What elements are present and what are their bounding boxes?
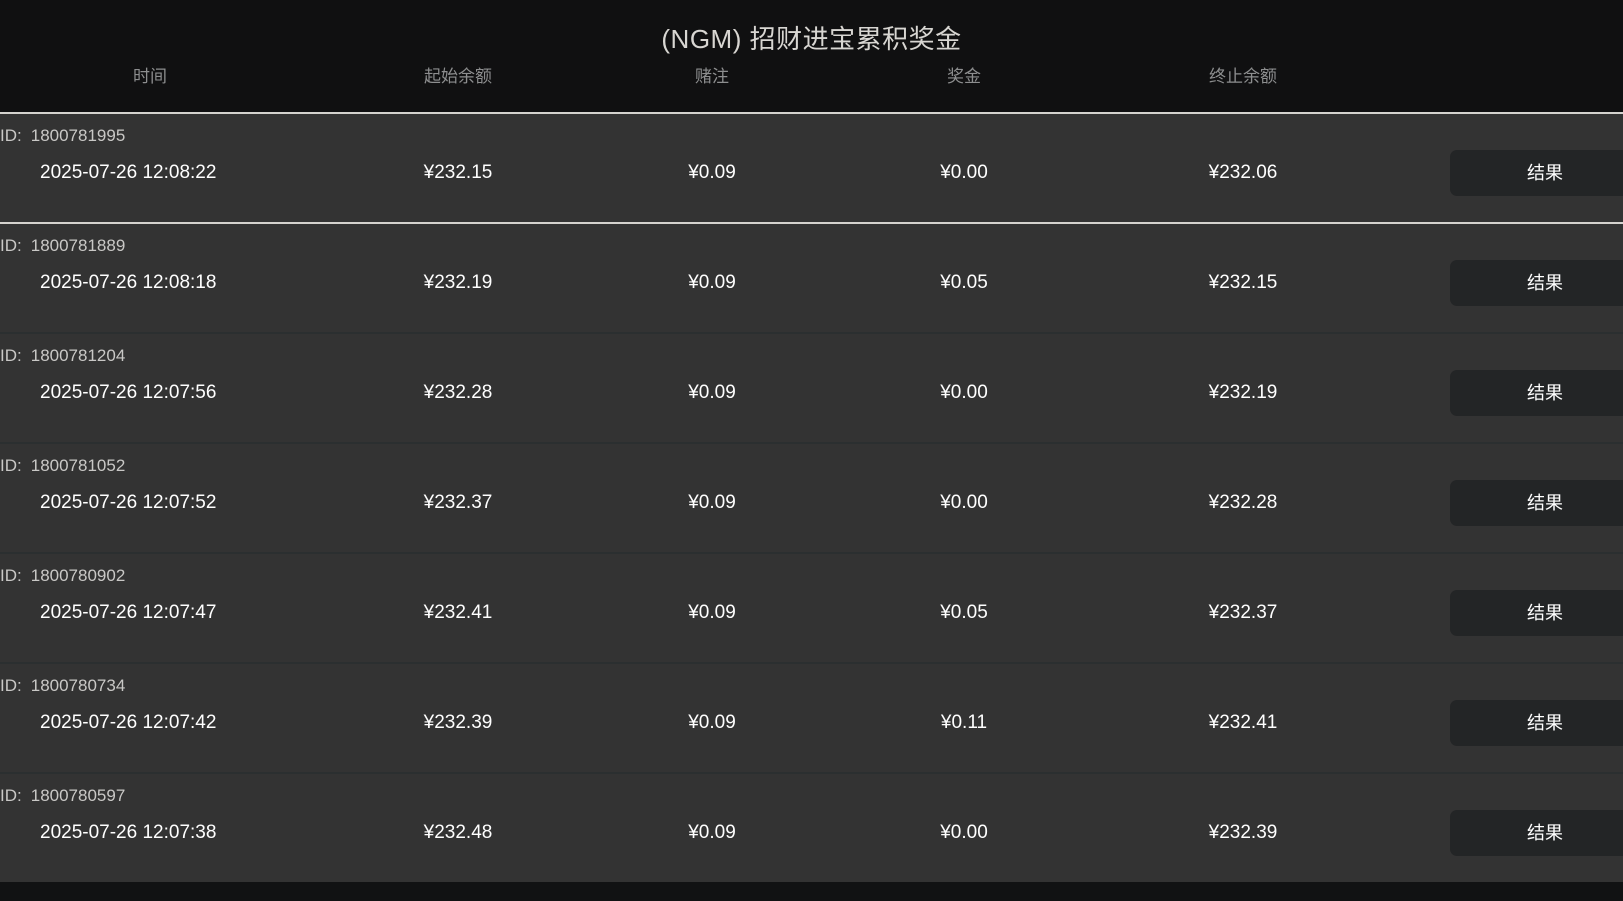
cell-bet: ¥0.09 — [688, 822, 736, 843]
cell-bet: ¥0.09 — [688, 382, 736, 403]
cell-bet: ¥0.09 — [688, 712, 736, 733]
row-id: ID: 1800780597 — [0, 786, 125, 806]
cell-prize: ¥0.11 — [940, 712, 988, 733]
column-header-start-balance: 起始余额 — [424, 67, 492, 86]
cell-start-balance: ¥232.39 — [423, 712, 493, 733]
column-header-bet: 赌注 — [695, 67, 729, 86]
cell-start-balance: ¥232.15 — [423, 162, 493, 183]
row-id: ID: 1800781052 — [0, 456, 125, 476]
row-id-value: 1800780734 — [30, 676, 126, 695]
row-id-value: 1800781889 — [30, 236, 126, 255]
row-id: ID: 1800781889 — [0, 236, 125, 256]
row-separator-strong — [0, 222, 1623, 224]
row-separator — [0, 662, 1623, 664]
cell-prize: ¥0.05 — [940, 602, 988, 623]
cell-prize: ¥0.00 — [940, 822, 988, 843]
result-button[interactable]: 结果 — [1450, 590, 1623, 636]
cell-end-balance: ¥232.39 — [1208, 822, 1278, 843]
row-id-label: ID: — [0, 236, 22, 255]
row-id-label: ID: — [0, 126, 22, 145]
table-row[interactable]: ID: 1800781052 2025-07-26 12:07:52 ¥232.37 ¥… — [0, 444, 1623, 552]
row-id-value: 1800781204 — [30, 346, 126, 365]
column-header-end-balance: 终止余额 — [1209, 67, 1277, 86]
cell-start-balance: ¥232.41 — [423, 602, 493, 623]
row-id-label: ID: — [0, 456, 22, 475]
row-id-value: 1800781052 — [30, 456, 126, 475]
cell-end-balance: ¥232.28 — [1208, 492, 1278, 513]
cell-end-balance: ¥232.37 — [1208, 602, 1278, 623]
cell-start-balance: ¥232.19 — [423, 272, 493, 293]
cell-bet: ¥0.09 — [688, 602, 736, 623]
table-row[interactable]: ID: 1800781995 2025-07-26 12:08:22 ¥232.15 ¥… — [0, 114, 1623, 222]
cell-start-balance: ¥232.48 — [423, 822, 493, 843]
cell-end-balance: ¥232.41 — [1208, 712, 1278, 733]
cell-start-balance: ¥232.37 — [423, 492, 493, 513]
page-header: (NGM) 招财进宝累积奖金 时间 起始余额 赌注 奖金 终止余额 — [0, 0, 1623, 112]
cell-prize: ¥0.05 — [940, 272, 988, 293]
table-row[interactable]: ID: 1800780597 2025-07-26 12:07:38 ¥232.48 ¥… — [0, 774, 1623, 882]
column-header-prize: 奖金 — [947, 67, 981, 86]
table-row[interactable]: ID: 1800780902 2025-07-26 12:07:47 ¥232.41 ¥… — [0, 554, 1623, 662]
row-id-label: ID: — [0, 676, 22, 695]
cell-time: 2025-07-26 12:07:52 — [40, 492, 217, 513]
cell-end-balance: ¥232.06 — [1208, 162, 1278, 183]
result-button[interactable]: 结果 — [1450, 810, 1623, 856]
cell-time: 2025-07-26 12:07:42 — [40, 712, 217, 733]
table-row[interactable]: ID: 1800781204 2025-07-26 12:07:56 ¥232.28 ¥… — [0, 334, 1623, 442]
row-separator — [0, 332, 1623, 334]
result-button[interactable]: 结果 — [1450, 700, 1623, 746]
cell-prize: ¥0.00 — [940, 162, 988, 183]
row-id: ID: 1800780734 — [0, 676, 125, 696]
row-id: ID: 1800780902 — [0, 566, 125, 586]
cell-prize: ¥0.00 — [940, 492, 988, 513]
cell-bet: ¥0.09 — [688, 272, 736, 293]
result-button[interactable]: 结果 — [1450, 480, 1623, 526]
table-row[interactable]: ID: 1800781889 2025-07-26 12:08:18 ¥232.19 ¥… — [0, 224, 1623, 332]
row-id: ID: 1800781995 — [0, 126, 125, 146]
cell-bet: ¥0.09 — [688, 162, 736, 183]
cell-time: 2025-07-26 12:08:22 — [40, 162, 217, 183]
row-id-label: ID: — [0, 566, 22, 585]
row-id-value: 1800781995 — [30, 126, 126, 145]
row-separator — [0, 772, 1623, 774]
row-id-label: ID: — [0, 346, 22, 365]
row-id-value: 1800780597 — [30, 786, 126, 805]
cell-time: 2025-07-26 12:07:47 — [40, 602, 217, 623]
cell-prize: ¥0.00 — [940, 382, 988, 403]
history-rows: ID: 1800781995 2025-07-26 12:08:22 ¥232.15 ¥… — [0, 114, 1623, 882]
cell-bet: ¥0.09 — [688, 492, 736, 513]
column-header-time: 时间 — [133, 67, 167, 86]
result-button[interactable]: 结果 — [1450, 370, 1623, 416]
row-id: ID: 1800781204 — [0, 346, 125, 366]
cell-end-balance: ¥232.19 — [1208, 382, 1278, 403]
page-title: (NGM) 招财进宝累积奖金 — [661, 24, 962, 54]
cell-start-balance: ¥232.28 — [423, 382, 493, 403]
table-row[interactable]: ID: 1800780734 2025-07-26 12:07:42 ¥232.39 ¥… — [0, 664, 1623, 772]
cell-end-balance: ¥232.15 — [1208, 272, 1278, 293]
result-button[interactable]: 结果 — [1450, 260, 1623, 306]
cell-time: 2025-07-26 12:07:38 — [40, 822, 217, 843]
column-header-row: 时间 起始余额 赌注 奖金 终止余额 — [0, 67, 1623, 113]
result-button[interactable]: 结果 — [1450, 150, 1623, 196]
header-separator — [0, 112, 1623, 114]
cell-time: 2025-07-26 12:07:56 — [40, 382, 217, 403]
cell-time: 2025-07-26 12:08:18 — [40, 272, 217, 293]
row-separator — [0, 442, 1623, 444]
row-id-label: ID: — [0, 786, 22, 805]
row-id-value: 1800780902 — [30, 566, 126, 585]
row-separator — [0, 552, 1623, 554]
